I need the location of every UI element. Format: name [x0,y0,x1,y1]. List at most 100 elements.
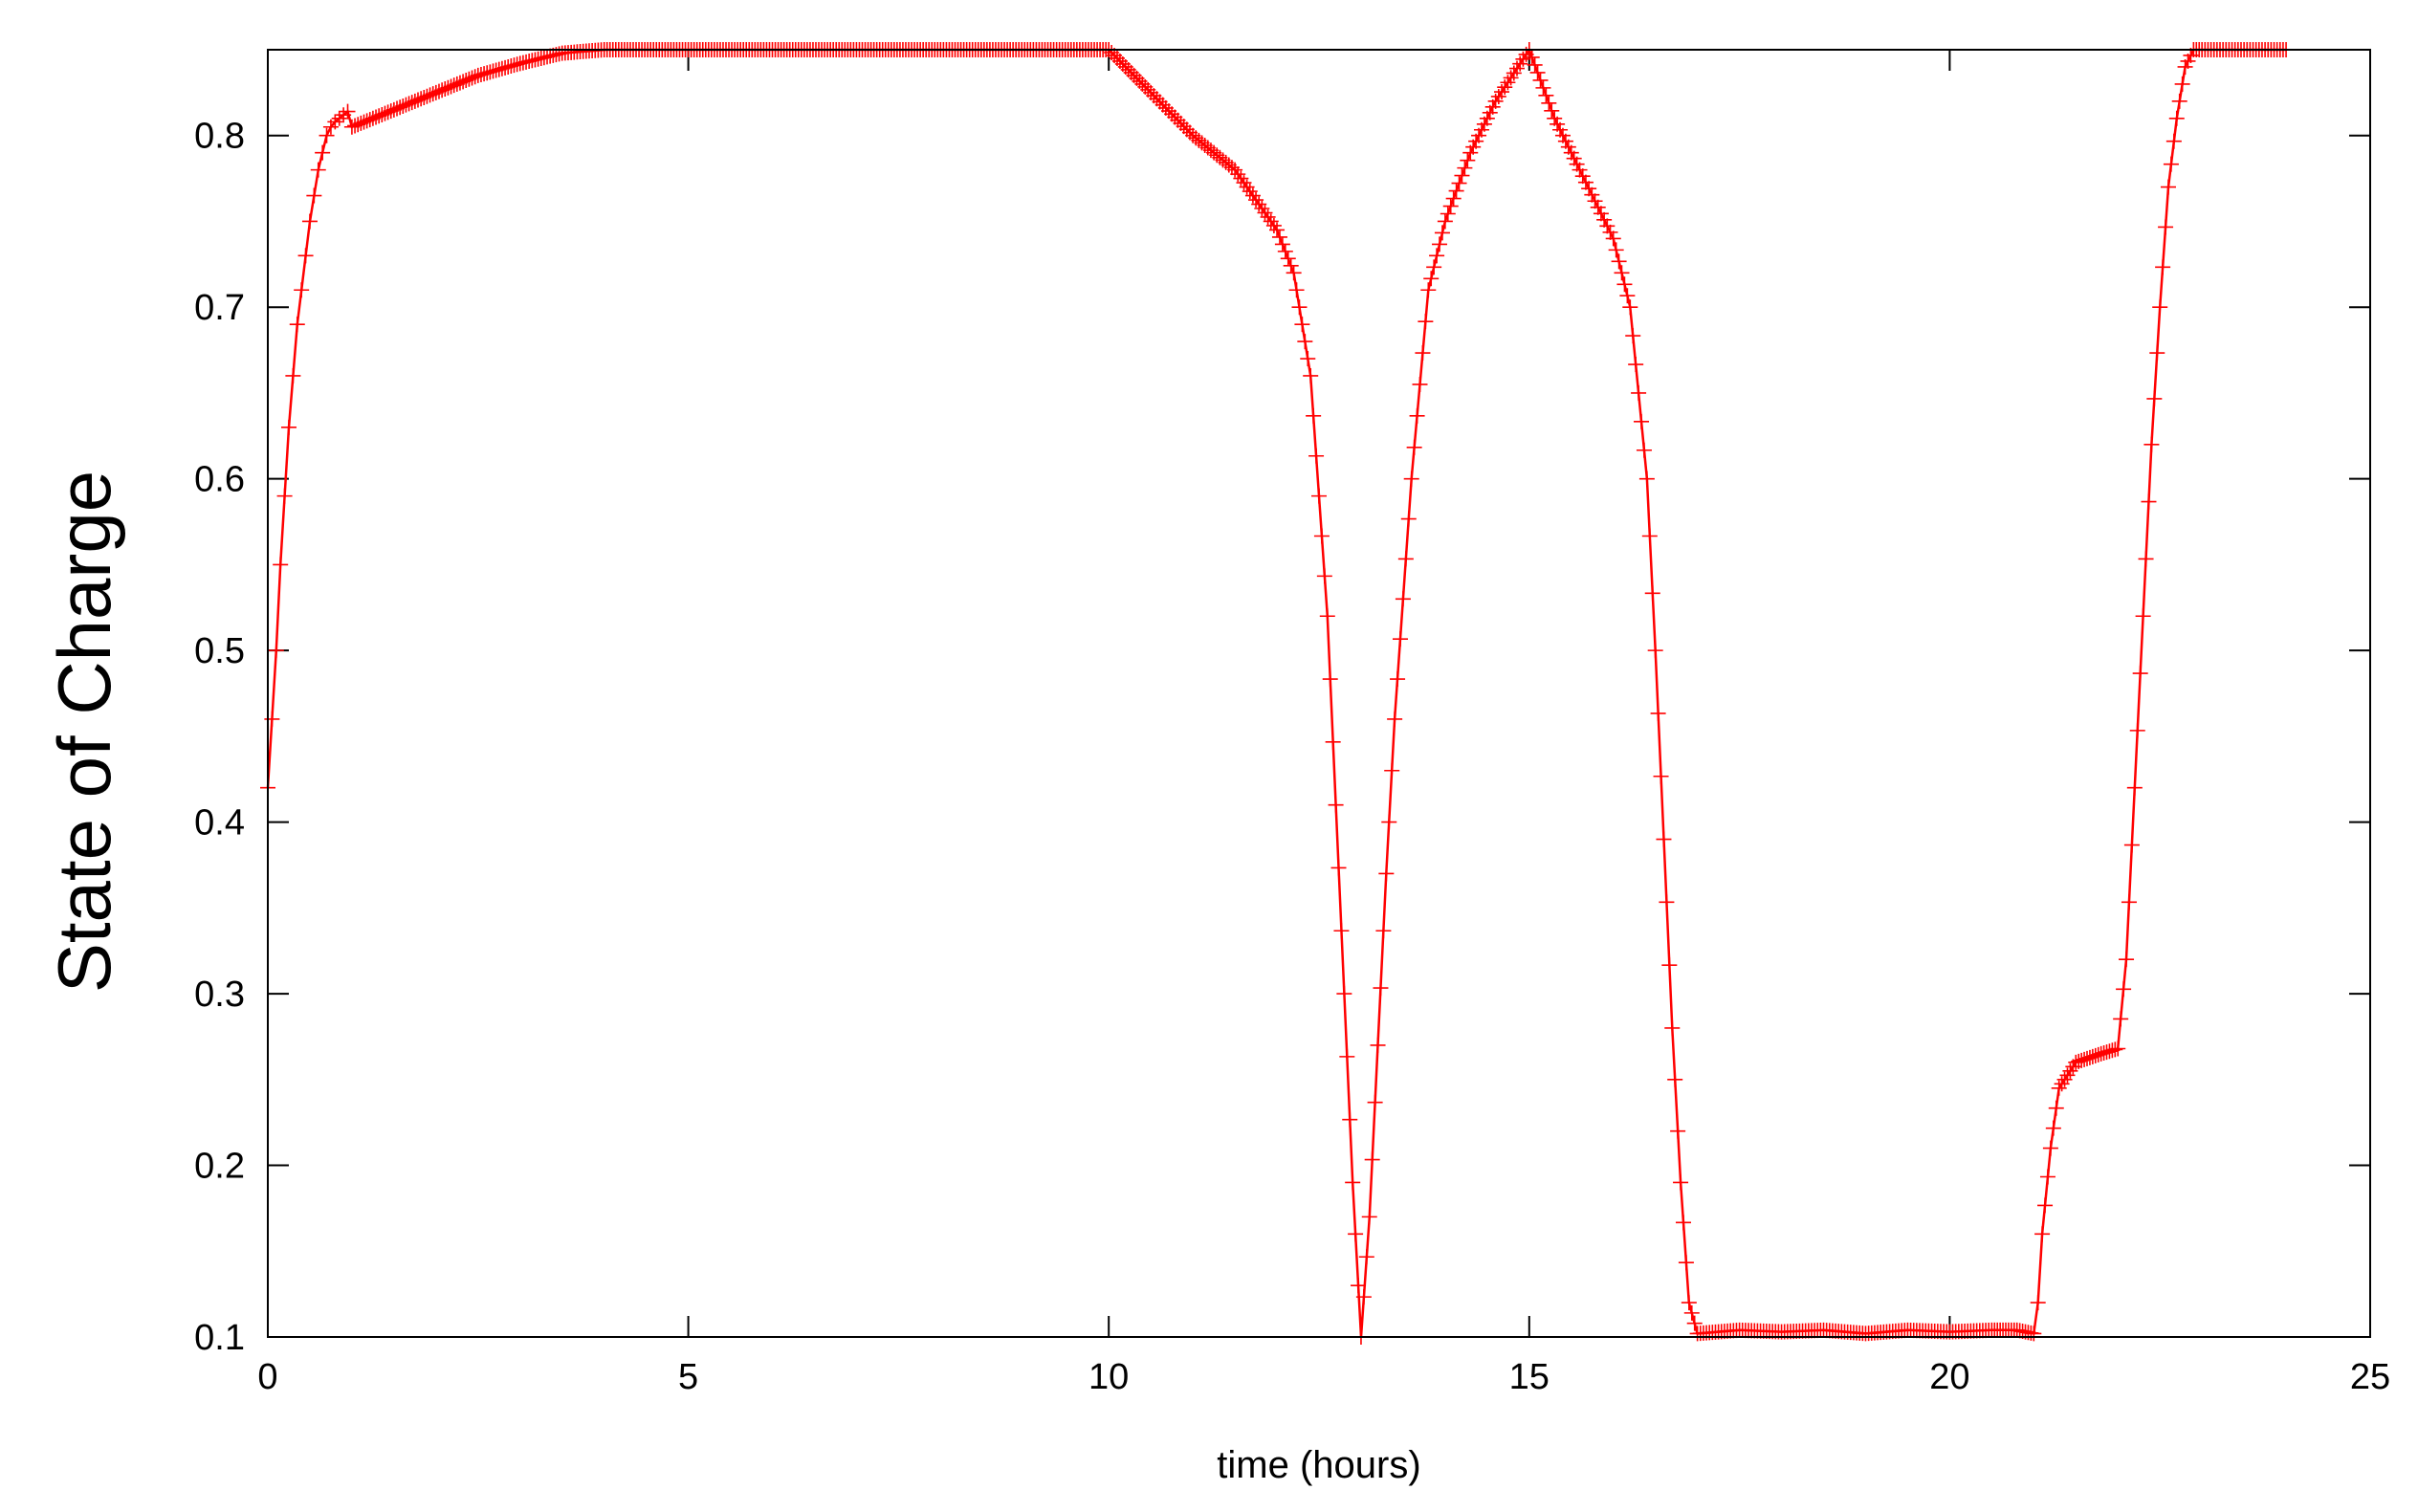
data-point [2107,1041,2123,1058]
data-point [2135,608,2151,625]
data-point [359,113,375,129]
data-point [2045,1120,2061,1136]
data-point [1584,186,1600,203]
data-point [1173,115,1189,131]
x-tick-label: 25 [2350,1357,2390,1397]
data-point [1544,102,1560,119]
data-point [407,93,423,109]
data-point [1157,99,1174,116]
y-tick-label: 0.8 [194,117,245,157]
x-tick-labels: 0 5 10 15 20 25 [257,1357,2390,1397]
data-point [343,119,360,135]
data-point [1378,866,1395,882]
data-point [1152,94,1168,110]
data-point [1641,528,1658,544]
data-point [1403,471,1419,487]
data-point [1244,187,1261,204]
data-point [1608,242,1624,258]
data-point [371,108,387,124]
data-point [2051,1080,2067,1096]
data-point [1263,213,1279,230]
data-point [2158,219,2174,235]
data-point [1325,734,1341,750]
data-point [1454,167,1470,184]
data-point [1308,448,1325,464]
data-point [1529,64,1546,80]
y-tick-label: 0.1 [194,1318,245,1358]
data-point [1164,106,1180,122]
data-point [2119,952,2135,968]
data-point [2141,493,2157,510]
data-point [503,58,519,75]
data-point [506,57,522,74]
y-tick-label: 0.3 [194,975,245,1015]
data-point [425,86,441,102]
data-point [2138,551,2154,567]
data-point [374,106,390,122]
data-point [2123,837,2140,853]
data-point [297,248,314,264]
data-point [306,187,322,204]
data-point [1577,174,1594,190]
data-point [1170,112,1186,128]
data-point [1397,551,1414,567]
data-point [1653,768,1669,784]
data-point [285,367,301,383]
x-tick-label: 20 [1929,1357,1969,1397]
x-tick-label: 10 [1088,1357,1129,1397]
data-point [276,488,293,504]
data-point [1432,236,1448,252]
data-point [1265,217,1282,233]
data-point [1434,225,1450,241]
data-point [268,643,284,659]
data-point [2129,722,2145,738]
data-point [280,419,297,435]
data-point [353,115,369,131]
data-point [1303,367,1319,383]
data-point [2110,1041,2126,1057]
data-point [380,104,396,121]
data-point [2160,179,2176,195]
y-axis-title: State of Charge [42,471,126,993]
data-point [1409,407,1425,424]
data-point [1593,206,1609,222]
data-point [1333,923,1350,939]
data-point [347,118,363,134]
data-point [1423,271,1440,287]
data-point [1269,222,1286,238]
data-point [2042,1140,2058,1156]
data-point [327,114,343,130]
data-point [1400,511,1417,527]
data-point [1647,643,1663,659]
x-tick-label: 5 [678,1357,698,1397]
data-point [1313,528,1330,544]
data-point [1581,181,1597,197]
data-point [1429,248,1445,264]
data-point [2152,299,2168,316]
data-point [401,96,417,112]
data-point [1636,442,1652,458]
data-point [1239,179,1255,195]
data-point [1602,224,1618,240]
data-point [1364,1151,1380,1168]
data-point [1460,152,1476,168]
data-point [364,110,381,126]
data-point [1451,175,1467,191]
data-point [494,60,510,77]
data-point [1370,1037,1386,1053]
data-point [1322,671,1338,688]
data-point [1650,705,1666,721]
data-point [1367,1094,1383,1110]
data-point [1437,213,1453,230]
data-point [1143,84,1159,100]
data-point [1661,957,1678,974]
data-point [362,112,378,128]
data-point [440,79,456,96]
data-point [1176,119,1192,135]
data-point [395,98,411,114]
data-point [1664,1019,1681,1036]
data-point [273,557,289,573]
data-point [331,110,347,126]
data-point [1355,1289,1372,1305]
